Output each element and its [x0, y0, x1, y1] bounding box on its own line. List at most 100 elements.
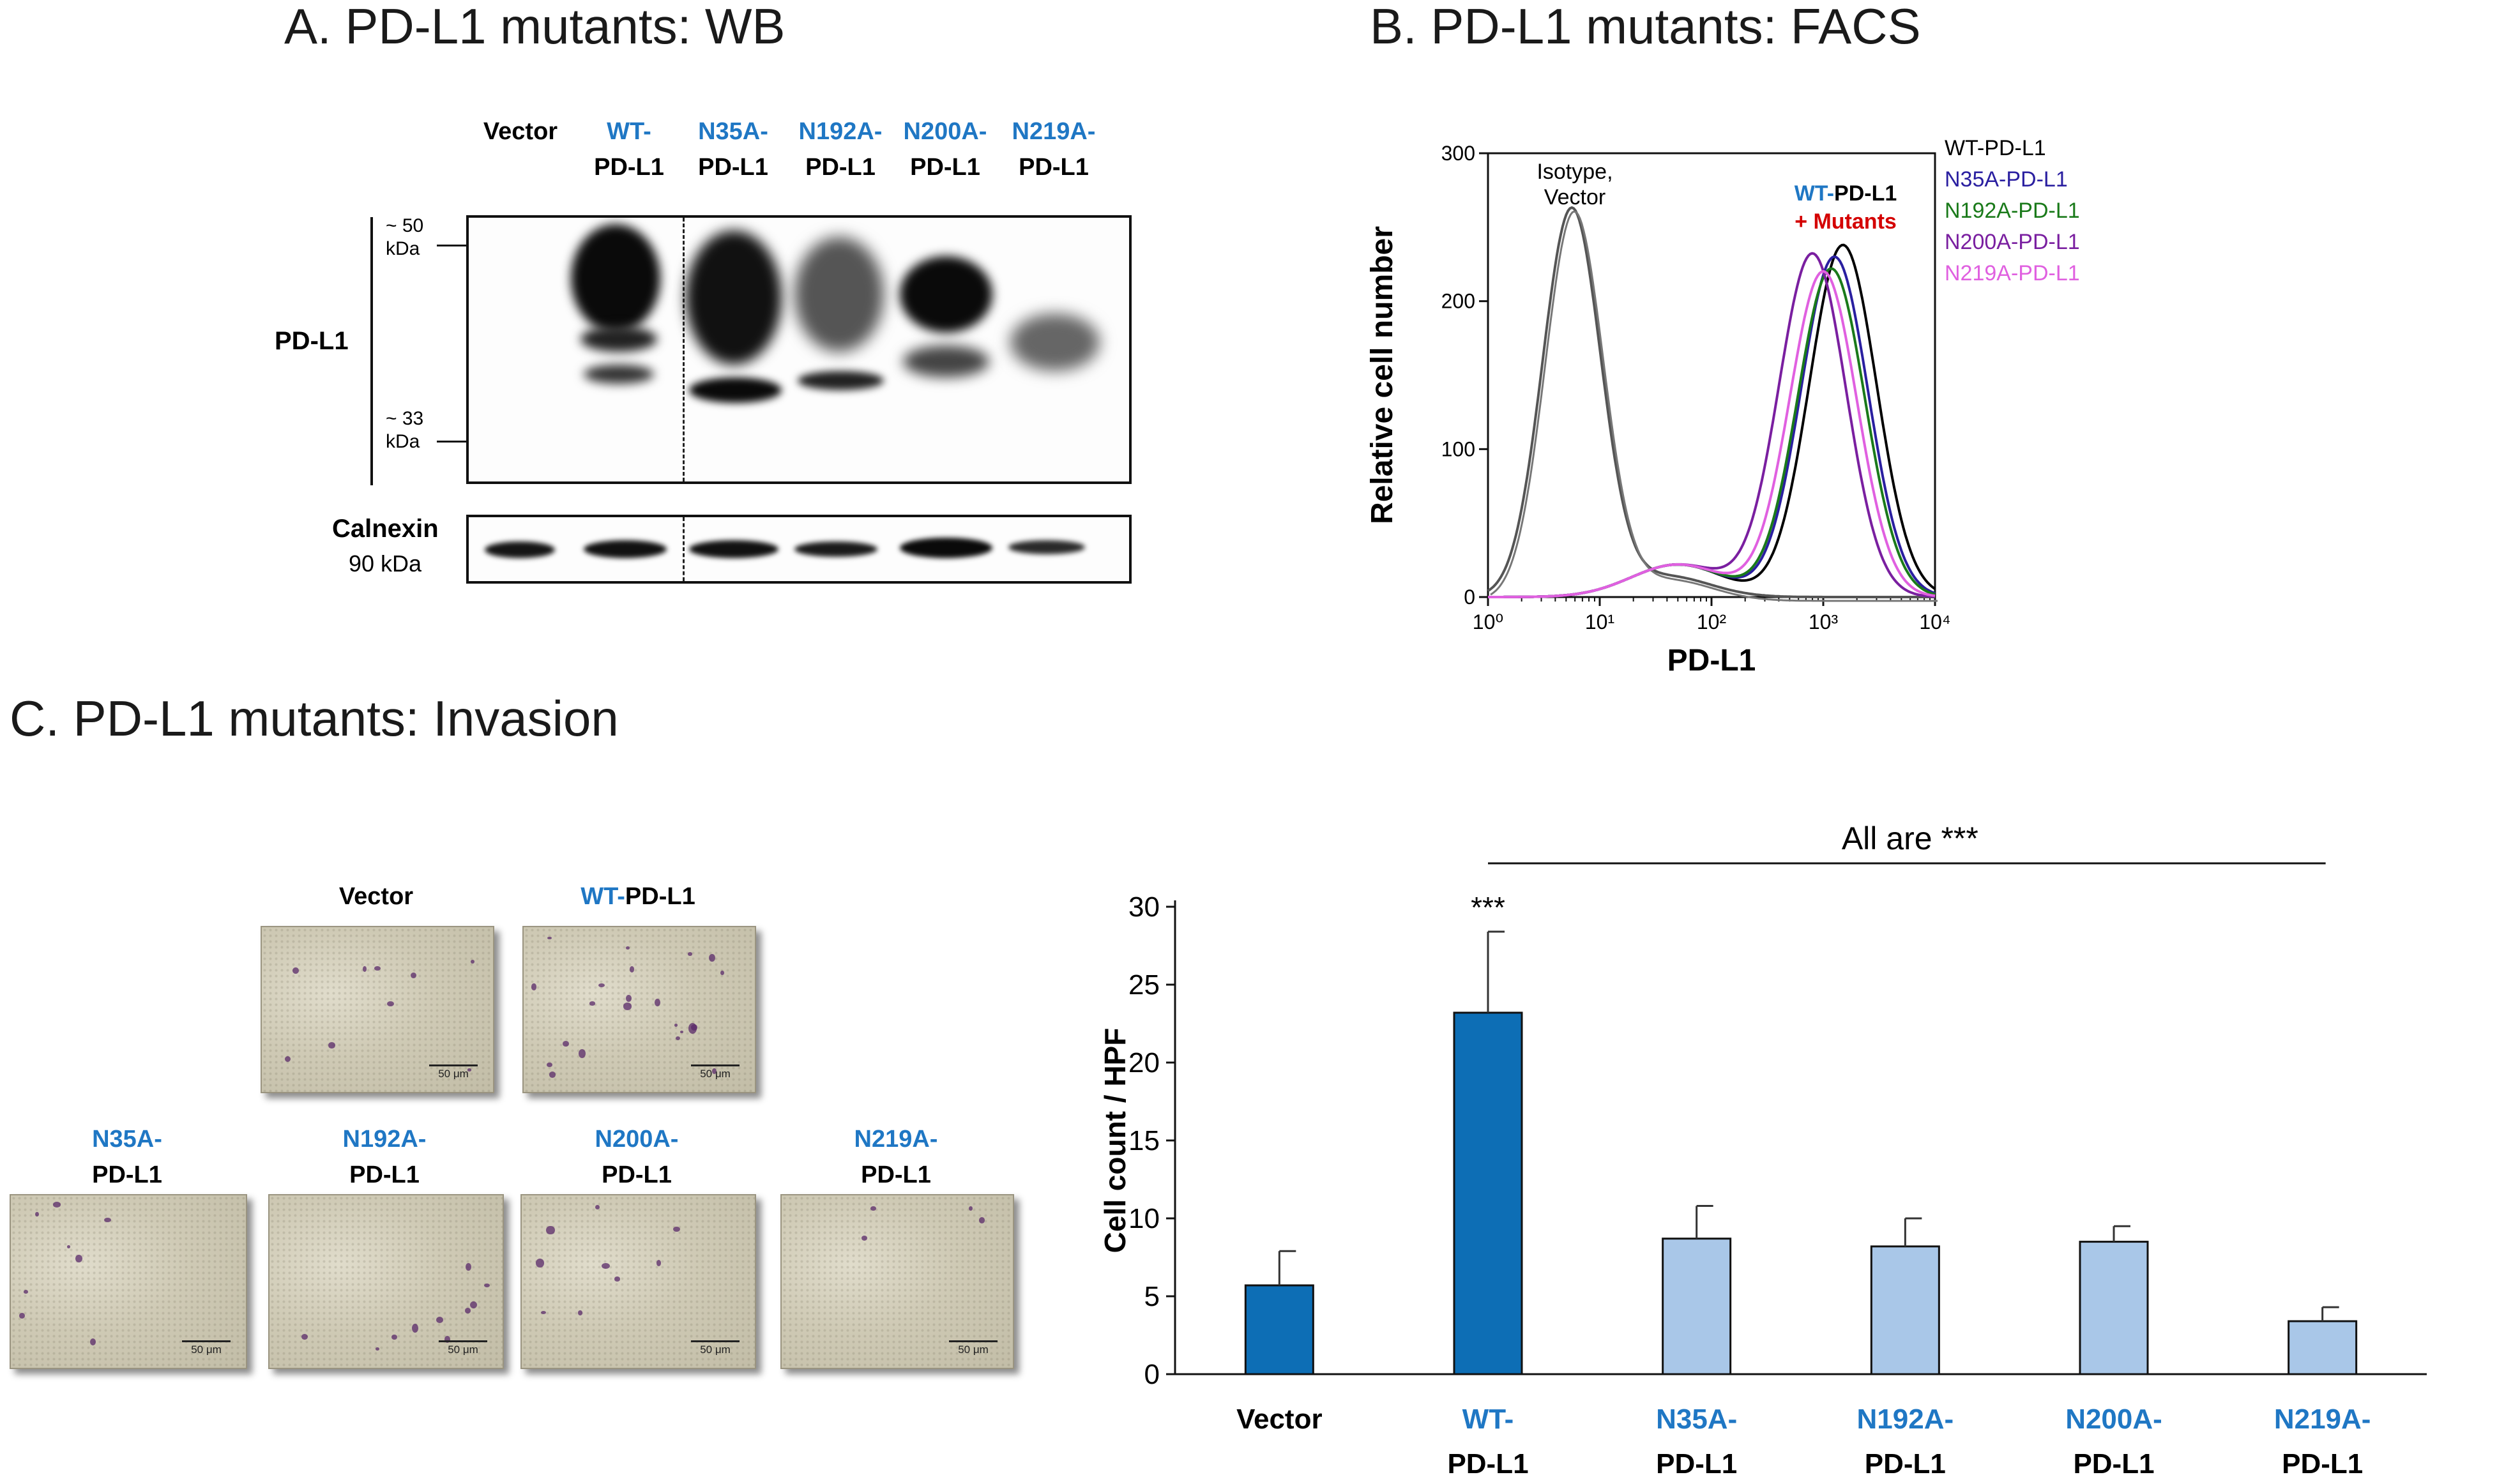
stained-cell	[411, 973, 416, 979]
bar-category-label-bottom: PD-L1	[1656, 1448, 1737, 1480]
wb-lane-label-bottom: PD-L1	[594, 154, 664, 181]
facs-x-tick-label: 10⁴	[1919, 610, 1950, 633]
stained-cell	[19, 1312, 26, 1319]
marker-50-unit: kDa	[386, 238, 420, 259]
wt-annotation-blue: WT-	[1795, 181, 1834, 206]
micrograph-label-top: N192A-	[342, 1126, 427, 1153]
stained-cell	[471, 960, 475, 964]
bar-y-axis-label: Cell count / HPF	[1098, 1028, 1132, 1253]
stained-cell	[464, 1308, 471, 1314]
stained-cell	[541, 1310, 547, 1314]
stained-cell	[688, 1022, 697, 1034]
bar-y-tick-label: 15	[1128, 1125, 1160, 1156]
scale-bar-label: 50 μm	[191, 1344, 222, 1356]
stained-cell	[562, 1041, 569, 1047]
wb-lane-label-top: Vector	[483, 118, 558, 145]
blot-band	[581, 326, 657, 352]
bar-category-label-top: N200A-	[2065, 1404, 2162, 1435]
invasion-micrograph: 50 μm	[261, 926, 494, 1093]
stained-cell	[579, 1049, 586, 1059]
wb-lane-label: N219A- PD-L1	[983, 114, 1124, 185]
micrograph-label-bottom: PD-L1	[861, 1162, 931, 1188]
stained-cell	[469, 1301, 477, 1308]
facs-x-tick-label: 10¹	[1585, 610, 1614, 633]
calnexin-label: Calnexin	[332, 515, 439, 543]
bar-y-tick-label: 5	[1144, 1281, 1160, 1312]
wb-lane-label-top: N200A-	[903, 118, 987, 145]
micrograph-label-top: N200A-	[595, 1126, 679, 1153]
wb-lane-label-bottom: PD-L1	[805, 154, 876, 181]
bar	[1662, 1238, 1732, 1375]
scale-bar-line	[439, 1340, 487, 1342]
invasion-micrograph: 50 μm	[268, 1194, 504, 1369]
micrograph-label-top: N219A-	[854, 1126, 938, 1153]
blot-band	[900, 538, 992, 558]
stained-cell	[655, 999, 661, 1007]
micrograph-label: N219A- PD-L1	[794, 1121, 998, 1193]
stained-cell	[90, 1338, 96, 1345]
invasion-micrograph: 50 μm	[522, 926, 756, 1093]
stained-cell	[595, 1204, 600, 1209]
facs-series-line	[1487, 206, 1935, 598]
scale-bar-label: 50 μm	[700, 1068, 731, 1080]
micrograph-label-top: Vector	[338, 883, 414, 910]
facs-y-tick-label: 100	[1441, 437, 1475, 460]
scale-bar-label: 50 μm	[700, 1344, 731, 1356]
blot-dashed-divider	[683, 517, 685, 581]
facs-series-line	[1488, 269, 1936, 598]
bar-category-label-bottom: PD-L1	[1865, 1448, 1946, 1480]
stained-cell	[376, 1347, 379, 1351]
calnexin-blot	[466, 515, 1132, 584]
wb-lane-label: N35A- PD-L1	[663, 114, 803, 185]
bar	[2079, 1241, 2149, 1375]
facs-series-line	[1488, 255, 1936, 598]
blot-band	[689, 540, 778, 558]
bar-category-label-bottom: PD-L1	[2073, 1448, 2154, 1480]
stained-cell	[436, 1316, 444, 1323]
marker-50-tick	[437, 245, 469, 246]
scale-bar-line	[182, 1340, 231, 1342]
stained-cell	[292, 967, 299, 974]
stained-cell	[547, 936, 552, 939]
scale-bar: 50 μm	[691, 1064, 740, 1080]
blot-band	[794, 237, 884, 352]
micrograph-label: N200A- PD-L1	[535, 1121, 739, 1193]
stained-cell	[285, 1056, 291, 1062]
facs-x-tick-label: 10²	[1697, 610, 1727, 633]
stained-cell	[589, 1001, 596, 1006]
stained-cell	[672, 1226, 680, 1232]
micrograph-texture	[522, 1195, 755, 1368]
bar-category-label-top: WT-	[1462, 1404, 1514, 1435]
stained-cell	[35, 1211, 39, 1217]
stained-cell	[23, 1290, 28, 1294]
stained-cell	[75, 1254, 82, 1263]
stained-cell	[362, 965, 367, 972]
facs-x-axis-label: PD-L1	[1667, 644, 1756, 678]
blot-band	[1008, 540, 1085, 554]
stained-cell	[531, 983, 536, 990]
wb-lane-label-top: N192A-	[798, 118, 883, 145]
panel-a-title: A. PD-L1 mutants: WB	[284, 0, 786, 54]
facs-histogram: 0 100 200 300 10⁰ 10¹ 10² 10³ 10⁴ PD-L1 Relative c…	[1365, 142, 1951, 678]
bar-category-label-top: N35A-	[1656, 1404, 1737, 1435]
micrograph-label: N35A- PD-L1	[25, 1121, 229, 1193]
invasion-micrograph: 50 μm	[520, 1194, 756, 1369]
facs-y-tick-label: 200	[1441, 290, 1475, 313]
wb-lane-label: N200A- PD-L1	[875, 114, 1015, 185]
stained-cell	[577, 1310, 582, 1315]
stained-cell	[52, 1202, 61, 1208]
mutants-annotation: + Mutants	[1795, 209, 1897, 234]
stained-cell	[978, 1217, 985, 1223]
stained-cell	[861, 1236, 868, 1241]
stained-cell	[614, 1276, 621, 1282]
bar-y-tick-label: 0	[1144, 1359, 1160, 1390]
stained-cell	[711, 1068, 717, 1075]
facs-x-tick-label: 10³	[1809, 610, 1839, 633]
facs-legend-item: N192A-PD-L1	[1945, 199, 2080, 223]
wb-lane-label-bottom: PD-L1	[910, 154, 980, 181]
bar-category-label-top: Vector	[1236, 1404, 1323, 1435]
micrograph-label-bottom: PD-L1	[625, 883, 695, 910]
bar	[2288, 1320, 2358, 1375]
stained-cell	[444, 1336, 451, 1344]
bar-category-label-bottom: PD-L1	[2282, 1448, 2363, 1480]
